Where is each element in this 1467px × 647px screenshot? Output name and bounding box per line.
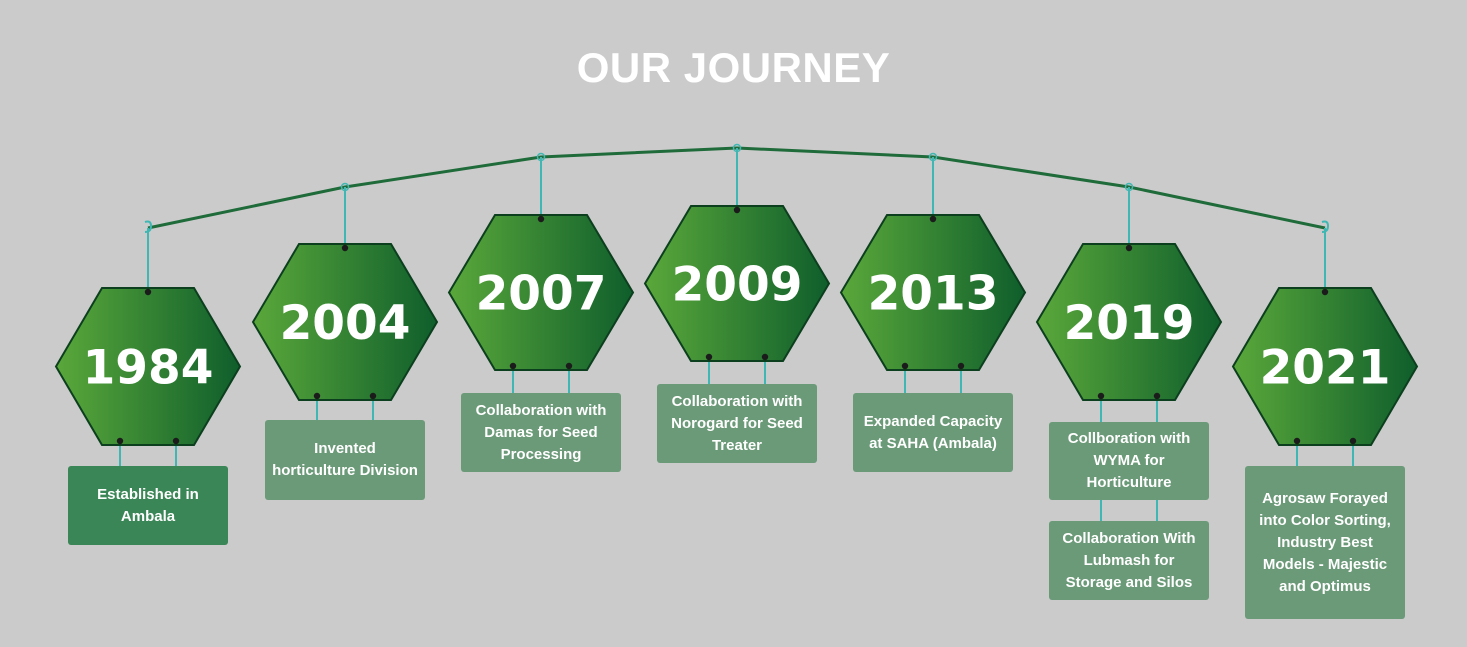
year-label: 1984 — [83, 341, 214, 396]
arc-ring — [1124, 182, 1134, 192]
year-hexagon — [251, 243, 439, 401]
year-label: 2019 — [1064, 296, 1195, 351]
arc-hook — [144, 220, 153, 233]
hex-peg — [144, 288, 152, 296]
page-title: OUR JOURNEY — [576, 44, 891, 91]
milestone-card: Collboration with WYMA for Horticulture — [1049, 422, 1209, 500]
hanger-peg — [957, 362, 965, 370]
year-hexagon — [1035, 243, 1223, 401]
year-label: 2007 — [476, 267, 607, 322]
year-hexagon — [447, 214, 635, 371]
hanger-peg — [1349, 437, 1357, 445]
hanger-peg — [509, 362, 517, 370]
year-label: 2013 — [868, 267, 999, 322]
milestone-card: Invented horticulture Division — [265, 420, 425, 500]
hex-peg — [1321, 288, 1329, 296]
hex-peg — [1125, 244, 1133, 252]
milestone-card: Established in Ambala — [68, 466, 228, 545]
year-label: 2021 — [1260, 341, 1391, 396]
arc-ring — [928, 152, 938, 162]
hex-peg — [929, 215, 937, 223]
milestone-card: Collaboration With Lubmash for Storage a… — [1049, 521, 1209, 600]
year-hexagon — [643, 205, 831, 362]
milestone-card-text: Collaboration with Damas for Seed Proces… — [475, 401, 607, 463]
hex-peg — [537, 215, 545, 223]
year-hexagon — [1231, 287, 1419, 446]
year-label: 2009 — [672, 258, 803, 313]
milestone-card: Agrosaw Forayed into Color Sorting, Indu… — [1245, 466, 1405, 619]
milestone-card: Collaboration with Damas for Seed Proces… — [461, 393, 621, 472]
arc-ring — [536, 152, 546, 162]
hanger-peg — [1293, 437, 1301, 445]
hex-peg — [341, 244, 349, 252]
milestone-card-text: Expanded Capacity at SAHA (Ambala) — [863, 412, 1003, 452]
milestone-card-text: Collaboration With Lubmash for Storage a… — [1062, 529, 1196, 591]
hanger-peg — [1153, 392, 1161, 400]
milestone-card-text: Collboration with WYMA for Horticulture — [1067, 430, 1191, 491]
arc-ring — [340, 182, 350, 192]
hanger-peg — [313, 392, 321, 400]
milestone-card: Collaboration with Norogard for Seed Tre… — [657, 384, 817, 463]
hanger-peg — [116, 437, 124, 445]
milestone-card-text: Invented horticulture Division — [272, 440, 418, 479]
milestone-card: Expanded Capacity at SAHA (Ambala) — [853, 393, 1013, 472]
hex-peg — [733, 206, 741, 214]
hanger-peg — [901, 362, 909, 370]
year-hexagon — [54, 287, 242, 446]
year-label: 2004 — [280, 296, 411, 351]
year-hexagon — [839, 214, 1027, 371]
milestone-card-text: Established in Ambala — [97, 485, 199, 525]
arc-hook — [1321, 220, 1330, 233]
hanger-peg — [369, 392, 377, 400]
milestone-card-text: Agrosaw Forayed into Color Sorting, Indu… — [1259, 489, 1391, 595]
hanger-peg — [761, 353, 769, 361]
hanger-peg — [172, 437, 180, 445]
hanger-peg — [705, 353, 713, 361]
hanger-peg — [1097, 392, 1105, 400]
milestone-card-text: Collaboration with Norogard for Seed Tre… — [671, 392, 803, 454]
arc-ring — [732, 143, 742, 153]
hanger-peg — [565, 362, 573, 370]
